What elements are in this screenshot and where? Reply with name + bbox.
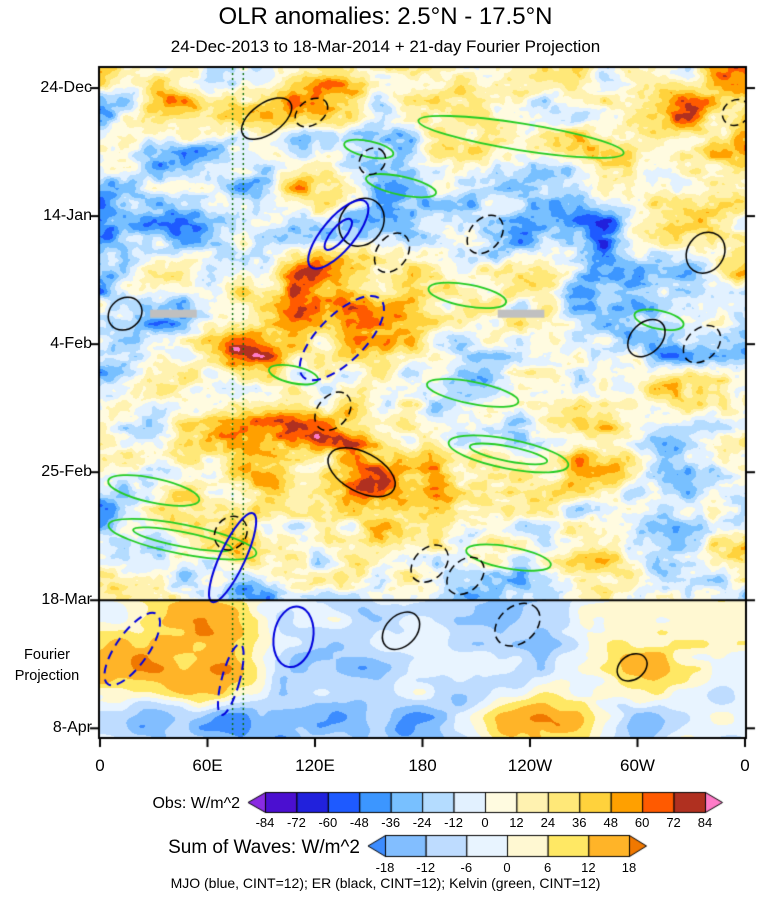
colorbar-tick-label: -12 — [416, 860, 436, 875]
y-tick-label: 14-Jan — [43, 207, 92, 225]
x-tick-label: 60W — [620, 756, 655, 775]
colorbar-tick-label: -60 — [318, 815, 338, 830]
colorbar-tick-label: 24 — [540, 815, 556, 830]
colorbar-tick-label: -84 — [255, 815, 275, 830]
colorbar-tick-label: 12 — [581, 860, 596, 875]
colorbar-tick-label: 60 — [634, 815, 650, 830]
colorbar-tick-label: -72 — [287, 815, 306, 830]
x-tick-label: 0 — [95, 756, 105, 775]
colorbar-tick-label: 0 — [503, 860, 511, 875]
y-tick-label: 8-Apr — [52, 719, 92, 737]
y-tick-label: 25-Feb — [41, 463, 92, 481]
colorbar-tick-label: 48 — [603, 815, 618, 830]
obs-colorbar — [247, 791, 725, 815]
colorbar-tick-label: 6 — [544, 860, 552, 875]
x-tick-label: 0 — [740, 756, 750, 775]
colorbar-tick-label: -48 — [349, 815, 369, 830]
contour-legend: MJO (blue, CINT=12); ER (black, CINT=12)… — [170, 875, 601, 891]
y-tick-label: 4-Feb — [50, 335, 92, 353]
colorbar-tick-label: -24 — [412, 815, 432, 830]
colorbar-tick-label: -12 — [444, 815, 463, 830]
x-tick-label: 120W — [507, 756, 553, 775]
fourier-projection-label: Fourier Projection — [2, 645, 92, 687]
fourier-projection-label-line2: Projection — [14, 668, 80, 684]
colorbar-tick-label: -6 — [460, 860, 473, 875]
obs-colorbar-label: Obs: W/m^2 — [152, 795, 240, 812]
x-tick-label: 120E — [295, 756, 335, 775]
colorbar-tick-label: 12 — [509, 815, 524, 830]
x-tick-label: 180 — [408, 756, 437, 775]
fourier-projection-label-line1: Fourier — [24, 647, 70, 663]
y-tick-label: 24-Dec — [40, 79, 92, 97]
colorbar-tick-label: -36 — [381, 815, 401, 830]
hovmoller-plot-canvas — [0, 0, 771, 755]
colorbar-tick-label: 84 — [697, 815, 713, 830]
y-tick-label: 18-Mar — [41, 591, 92, 609]
colorbar-tick-label: 0 — [481, 815, 489, 830]
colorbar-tick-label: -18 — [375, 860, 395, 875]
waves-colorbar — [367, 834, 649, 859]
x-tick-label: 60E — [192, 756, 223, 775]
waves-colorbar-label: Sum of Waves: W/m^2 — [168, 837, 360, 858]
colorbar-tick-label: 18 — [621, 860, 637, 875]
colorbar-tick-label: 72 — [666, 815, 681, 830]
colorbar-tick-label: 36 — [572, 815, 587, 830]
